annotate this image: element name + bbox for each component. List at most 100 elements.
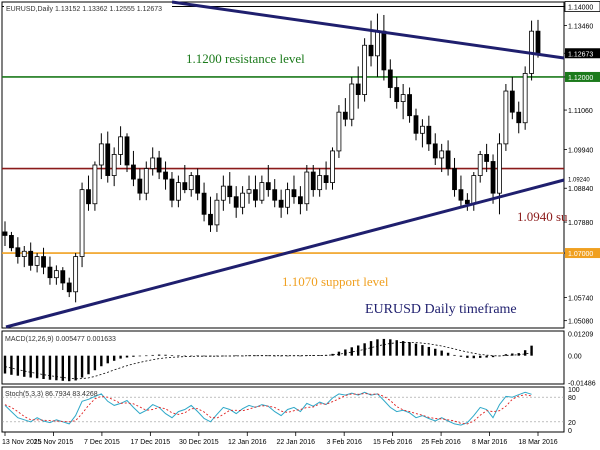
candle-body	[535, 30, 541, 54]
candle-body	[349, 83, 355, 120]
candle-body	[304, 171, 310, 205]
macd-bar	[408, 342, 411, 356]
trendlines	[5, 0, 565, 329]
candle	[73, 253, 79, 303]
candle-body	[471, 175, 477, 205]
date-tick-label: 7 Dec 2015	[84, 439, 120, 446]
candle-body	[387, 69, 393, 88]
macd-bar	[80, 355, 84, 378]
candle	[195, 168, 201, 201]
macd-bar	[93, 355, 97, 371]
candle-body	[124, 136, 130, 166]
candle	[182, 165, 188, 194]
stoch-tick-label: 80	[568, 395, 576, 402]
candle-body	[265, 182, 271, 191]
candle-body	[381, 30, 387, 71]
macd-bar	[299, 355, 302, 357]
candle-body	[400, 94, 406, 103]
date-tick-label: 22 Jan 2016	[276, 439, 315, 446]
candle	[330, 147, 335, 190]
candle	[246, 175, 252, 204]
macd-bar	[138, 355, 142, 357]
candle-body	[150, 157, 156, 169]
candle	[175, 175, 181, 208]
candle	[490, 154, 496, 204]
candle-body	[175, 182, 181, 201]
date-tick-label: 30 Dec 2015	[179, 439, 219, 446]
macd-bar	[68, 355, 71, 382]
candle-body	[497, 143, 502, 194]
candle	[214, 193, 220, 232]
candle	[464, 193, 470, 211]
macd-bar	[485, 355, 488, 358]
candle	[509, 76, 515, 120]
macd-bar	[434, 348, 437, 356]
candle	[118, 126, 123, 165]
candle	[484, 143, 490, 173]
candle-body	[92, 164, 98, 205]
candle-body	[15, 247, 21, 257]
candle-body	[240, 192, 246, 208]
candle-body	[2, 231, 8, 236]
stoch-title: Stoch(5,3,3) 86.7934 83.4268	[5, 391, 98, 398]
macd-bar	[247, 355, 251, 357]
candle	[124, 133, 130, 173]
stoch-panel-frame	[1, 386, 565, 433]
candle	[336, 105, 342, 158]
date-tick-label: 8 Mar 2016	[472, 439, 508, 446]
candle	[21, 246, 27, 268]
candle-body	[246, 189, 252, 194]
macd-bar	[350, 347, 353, 356]
candle	[291, 175, 297, 204]
date-tick-label: 25 Feb 2016	[421, 439, 460, 446]
candle	[169, 172, 175, 208]
level-price-label: 1.12000	[568, 75, 593, 82]
macd-panel: 0.01209 0.00 -0.01486	[3, 332, 596, 388]
candle-body	[195, 175, 201, 194]
macd-bar	[472, 355, 475, 359]
last-price-label: 1.12673	[568, 51, 593, 58]
macd-tick-label: 0.00	[568, 354, 582, 361]
macd-bar	[3, 355, 7, 374]
candle	[163, 161, 168, 190]
chart-title: EURUSD,Daily 1.13152 1.13362 1.12555 1.1…	[6, 6, 162, 13]
candle-body	[188, 175, 194, 191]
macd-bar	[222, 355, 225, 357]
stoch-tick-label: 100	[568, 387, 580, 394]
candle-body	[291, 189, 297, 198]
candle	[439, 143, 445, 173]
macd-bar	[254, 355, 257, 357]
candle-body	[60, 270, 66, 284]
candle	[240, 186, 246, 215]
macd-bar	[401, 341, 405, 356]
candle-body	[413, 115, 419, 134]
candle	[208, 196, 213, 232]
macd-bar	[427, 346, 431, 356]
candle-body	[214, 199, 220, 226]
stoch-d-line	[4, 393, 532, 425]
macd-tick-label: -0.01486	[568, 381, 596, 388]
macd-bar	[286, 355, 289, 357]
support-annotation-right: 1.0940 su	[517, 209, 568, 224]
macd-tick-label: 0.01209	[568, 332, 593, 339]
macd-bar	[106, 355, 109, 364]
price-tick-label: 1.11060	[568, 108, 593, 115]
candle-body	[516, 111, 522, 124]
candle-body	[21, 250, 27, 257]
macd-bar	[479, 355, 482, 358]
candle	[394, 76, 400, 109]
candle-body	[227, 185, 233, 198]
date-tick-label: 18 Mar 2016	[518, 439, 557, 446]
macd-bar	[202, 355, 206, 357]
candle-body	[9, 235, 14, 249]
candle-body	[310, 171, 316, 191]
macd-bar	[511, 353, 514, 356]
candle-body	[458, 189, 464, 201]
candle-body	[182, 182, 188, 191]
price-axis: 1.14000 1.13460 1.12673 1.12000 1.11060 1.099…	[564, 1, 600, 326]
macd-bar	[151, 354, 154, 356]
candle	[432, 133, 438, 165]
candle	[426, 115, 432, 151]
macd-bar	[421, 345, 424, 356]
